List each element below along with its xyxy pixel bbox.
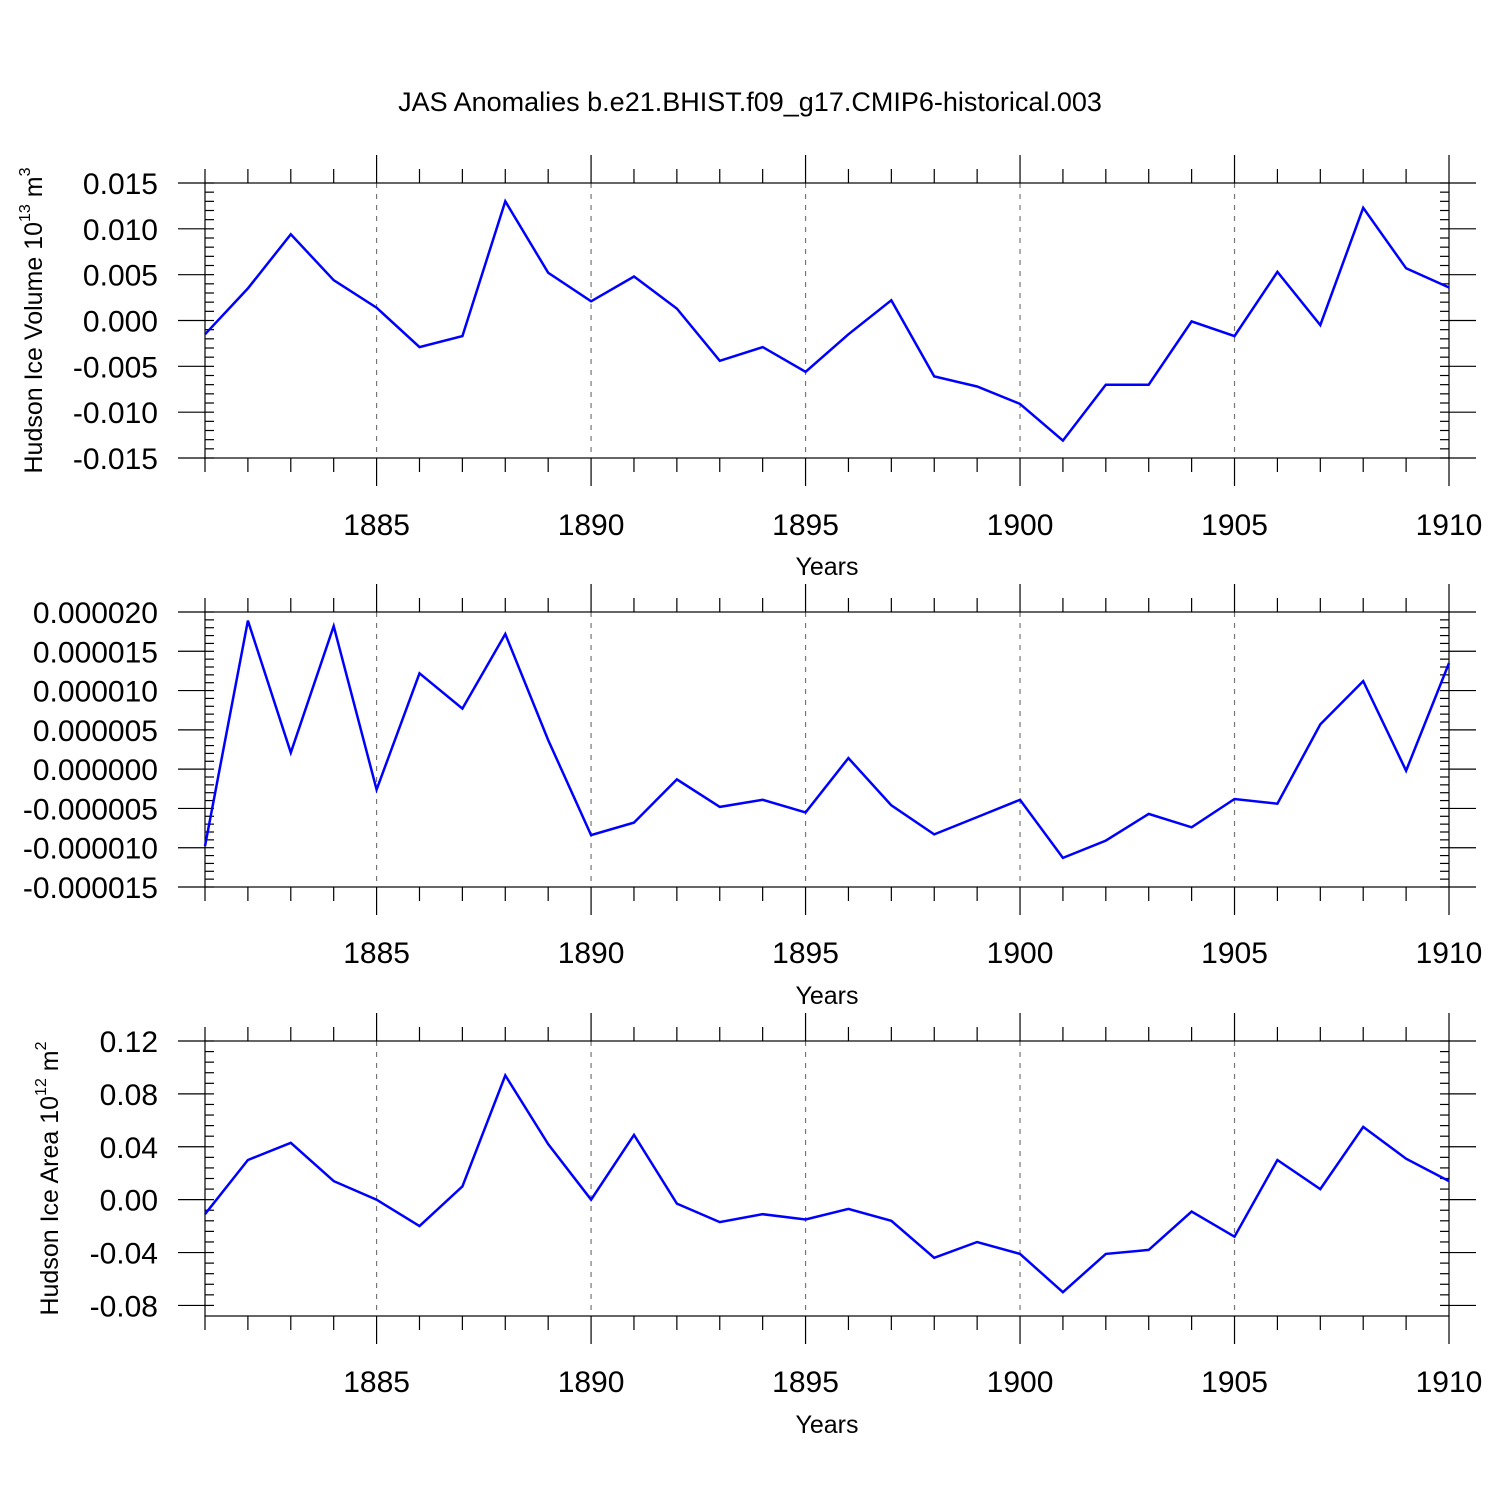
x-tick-label: 1890	[558, 1366, 625, 1399]
plot-frame	[204, 611, 1450, 888]
x-tick-label: 1910	[1416, 509, 1483, 542]
y-tick-label: 0.000010	[33, 676, 158, 709]
x-tick-label: 1890	[558, 937, 625, 970]
x-axis-label: Years	[795, 553, 858, 581]
y-tick-label: 0.12	[100, 1026, 158, 1059]
x-tick-label: 1900	[987, 1366, 1054, 1399]
y-tick-label: -0.010	[73, 397, 158, 430]
x-tick-label: 1885	[343, 1366, 410, 1399]
y-tick-label: -0.000015	[23, 872, 158, 905]
x-tick-label: 1895	[772, 1366, 839, 1399]
series-line	[204, 198, 1450, 443]
x-tick-label: 1895	[772, 937, 839, 970]
panel-2: 0.000020 0.000015 0.000010 0.000005 0.000000…	[23, 584, 1483, 1010]
panel-3: 0.12 0.08 0.04 0.00 -0.04 -0.08 1885 1890 1895 19…	[33, 1013, 1482, 1439]
y-tick-label: -0.000005	[23, 793, 158, 826]
x-tick-label: 1900	[987, 509, 1054, 542]
y-tick-label: 0.000015	[33, 636, 158, 669]
y-tick-label: 0.005	[83, 260, 158, 293]
y-axis-label: Hudson Ice Volume 1013 m3	[17, 167, 48, 473]
y-tick-label: 0.08	[100, 1079, 158, 1112]
series-line	[203, 620, 1451, 860]
y-tick-label: -0.000010	[23, 833, 158, 866]
y-tick-label: -0.015	[73, 443, 158, 476]
y-tick-label: 0.00	[100, 1185, 158, 1218]
x-tick-label: 1885	[343, 509, 410, 542]
x-axis-label: Years	[795, 982, 858, 1010]
x-tick-label: 1905	[1201, 509, 1268, 542]
chart-title: JAS Anomalies b.e21.BHIST.f09_g17.CMIP6-…	[398, 87, 1102, 117]
y-axis-label: Hudson Ice Area 1012 m2	[33, 1041, 64, 1315]
x-tick-label: 1890	[558, 509, 625, 542]
y-tick-label: -0.04	[90, 1238, 158, 1271]
x-tick-label: 1910	[1416, 1366, 1483, 1399]
x-axis-label: Years	[795, 1411, 858, 1439]
x-tick-label: 1895	[772, 509, 839, 542]
y-tick-label: 0.000005	[33, 715, 158, 748]
y-tick-label: -0.08	[90, 1290, 158, 1323]
series-line	[204, 1072, 1450, 1294]
y-tick-label: 0.015	[83, 168, 158, 201]
plot-frame	[204, 1040, 1450, 1317]
y-tick-label: 0.010	[83, 214, 158, 247]
x-tick-label: 1905	[1201, 1366, 1268, 1399]
panel-1: 0.015 0.010 0.005 0.000 -0.005 -0.010 -0.015 18…	[17, 155, 1482, 581]
y-tick-label: 0.000020	[33, 597, 158, 630]
y-tick-label: 0.000	[83, 306, 158, 339]
x-tick-label: 1905	[1201, 937, 1268, 970]
x-tick-label: 1910	[1416, 937, 1483, 970]
x-tick-label: 1900	[987, 937, 1054, 970]
y-tick-label: -0.005	[73, 351, 158, 384]
x-tick-label: 1885	[343, 937, 410, 970]
y-tick-label: 0.000000	[33, 754, 158, 787]
y-tick-label: 0.04	[100, 1132, 158, 1165]
